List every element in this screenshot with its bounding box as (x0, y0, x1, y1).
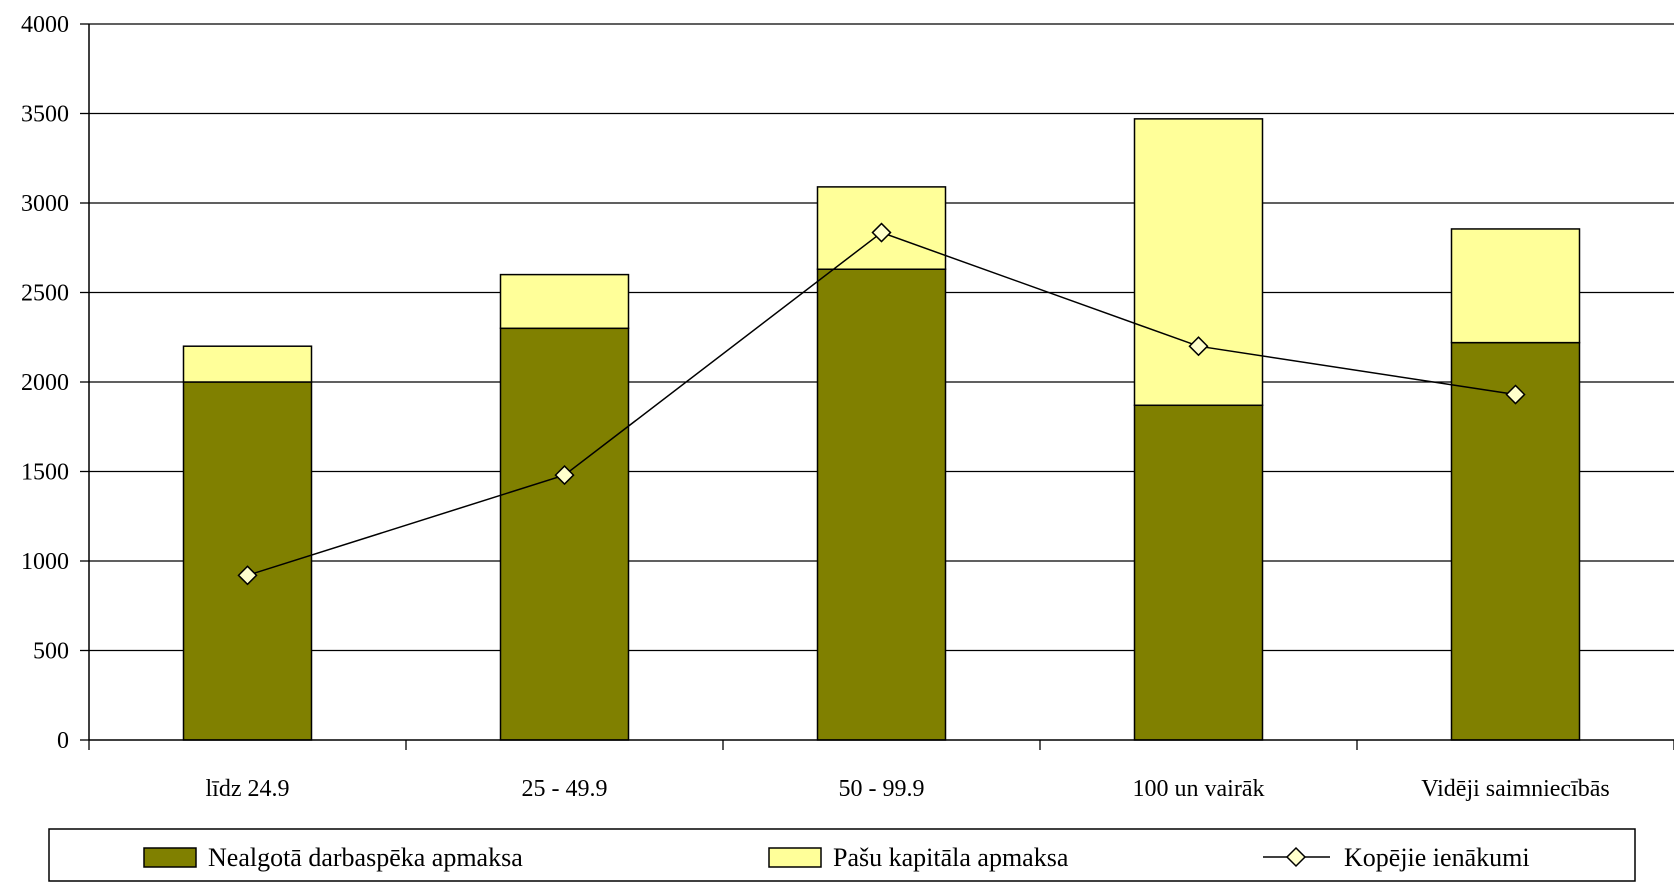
legend-label-series-1: Pašu kapitāla apmaksa (833, 843, 1069, 872)
x-tick-label: 100 un vairāk (1133, 776, 1265, 802)
x-tick-label: 50 - 99.9 (839, 776, 925, 802)
bar-series-0 (1450, 341, 1581, 741)
y-tick-label: 1500 (21, 460, 69, 486)
bar-series-1 (499, 273, 630, 330)
y-tick-label: 3000 (21, 191, 69, 217)
x-tick-label: Vidēji saimniecībās (1421, 776, 1610, 802)
legend-label-series-0: Nealgotā darbaspēka apmaksa (208, 843, 523, 872)
x-tick-label: līdz 24.9 (206, 776, 290, 802)
y-tick-label: 500 (33, 639, 69, 665)
line-marker (1505, 384, 1526, 405)
legend: Nealgotā darbaspēka apmaksa Pašu kapitāl… (48, 828, 1636, 882)
bar-series-0 (1133, 404, 1264, 741)
bar-series-0 (182, 381, 313, 741)
line-marker (871, 222, 892, 243)
line-marker (1188, 336, 1209, 357)
bar-series-1 (1133, 118, 1264, 407)
legend-swatch-series-1 (768, 847, 822, 868)
x-tick-label: 25 - 49.9 (522, 776, 608, 802)
legend-swatch-series-0 (143, 847, 197, 868)
y-tick-label: 4000 (21, 12, 69, 38)
bar-series-1 (1450, 228, 1581, 344)
bars (182, 118, 1581, 741)
y-tick-label: 0 (57, 728, 69, 754)
bar-series-1 (182, 345, 313, 383)
legend-box (48, 828, 1636, 882)
legend-marker-series-2 (1285, 846, 1307, 868)
bar-series-0 (499, 327, 630, 741)
line-marker (554, 465, 575, 486)
axes (80, 23, 1674, 750)
y-tick-label: 2000 (21, 370, 69, 396)
legend-label-series-2: Kopējie ienākumi (1344, 843, 1530, 872)
y-tick-label: 2500 (21, 281, 69, 307)
y-tick-label: 1000 (21, 549, 69, 575)
line-marker (237, 565, 258, 586)
bar-series-0 (816, 268, 947, 741)
line-series (237, 222, 1526, 586)
y-tick-label: 3500 (21, 102, 69, 128)
x-tick-labels: līdz 24.9 25 - 49.9 50 - 99.9 100 un vairāk… (206, 776, 1610, 802)
y-tick-labels: 0 500 1000 1500 2000 2500 3000 3500 4000 (21, 12, 69, 754)
